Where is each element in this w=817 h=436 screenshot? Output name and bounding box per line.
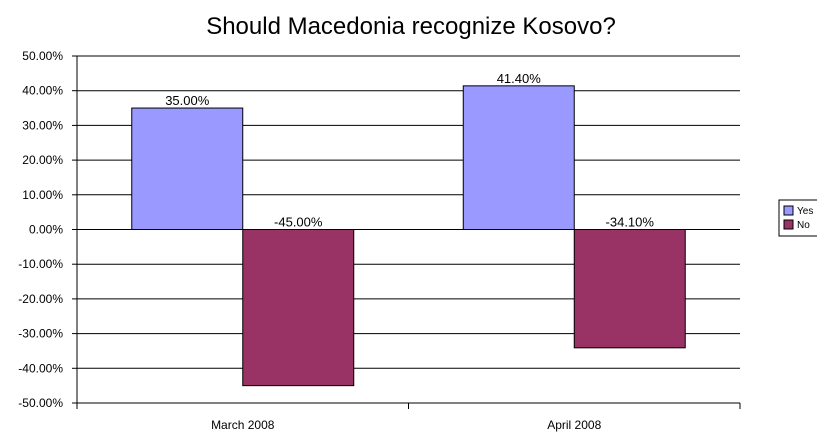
axes: [72, 55, 741, 409]
y-tick-label: 20.00%: [22, 153, 63, 167]
y-tick-label: 30.00%: [22, 118, 63, 132]
legend-label-yes: Yes: [797, 206, 813, 217]
data-label: -34.10%: [606, 215, 655, 230]
category-labels: March 2008 April 2008: [211, 418, 602, 432]
bar-no: [242, 229, 355, 387]
data-label: 41.40%: [497, 71, 542, 86]
category-label: March 2008: [211, 418, 275, 432]
data-label: 35.00%: [165, 93, 210, 108]
legend-label-no: No: [797, 220, 810, 231]
y-tick-label: 50.00%: [22, 49, 63, 63]
chart-title: Should Macedonia recognize Kosovo?: [206, 13, 616, 40]
y-tick-label: 10.00%: [22, 188, 63, 202]
data-labels: 35.00% -45.00% 41.40% -34.10%: [165, 71, 654, 230]
legend-swatch-no: [783, 219, 794, 230]
y-tick-label: -50.00%: [18, 396, 63, 410]
y-tick-label: 0.00%: [29, 223, 63, 237]
bars: [131, 85, 686, 387]
y-tick-label: -40.00%: [18, 361, 63, 375]
bar-no: [573, 229, 686, 349]
y-tick-labels: 50.00% 40.00% 30.00% 20.00% 10.00% 0.00% -10.0…: [18, 49, 63, 410]
y-tick-label: -30.00%: [18, 327, 63, 341]
y-tick-label: -20.00%: [18, 292, 63, 306]
y-tick-label: -10.00%: [18, 257, 63, 271]
legend-swatch-yes: [783, 205, 794, 216]
category-label: April 2008: [547, 418, 601, 432]
legend: Yes No: [778, 199, 817, 237]
data-label: -45.00%: [274, 215, 323, 230]
y-tick-label: 40.00%: [22, 84, 63, 98]
bar-yes: [131, 107, 244, 230]
bar-yes: [462, 85, 575, 231]
